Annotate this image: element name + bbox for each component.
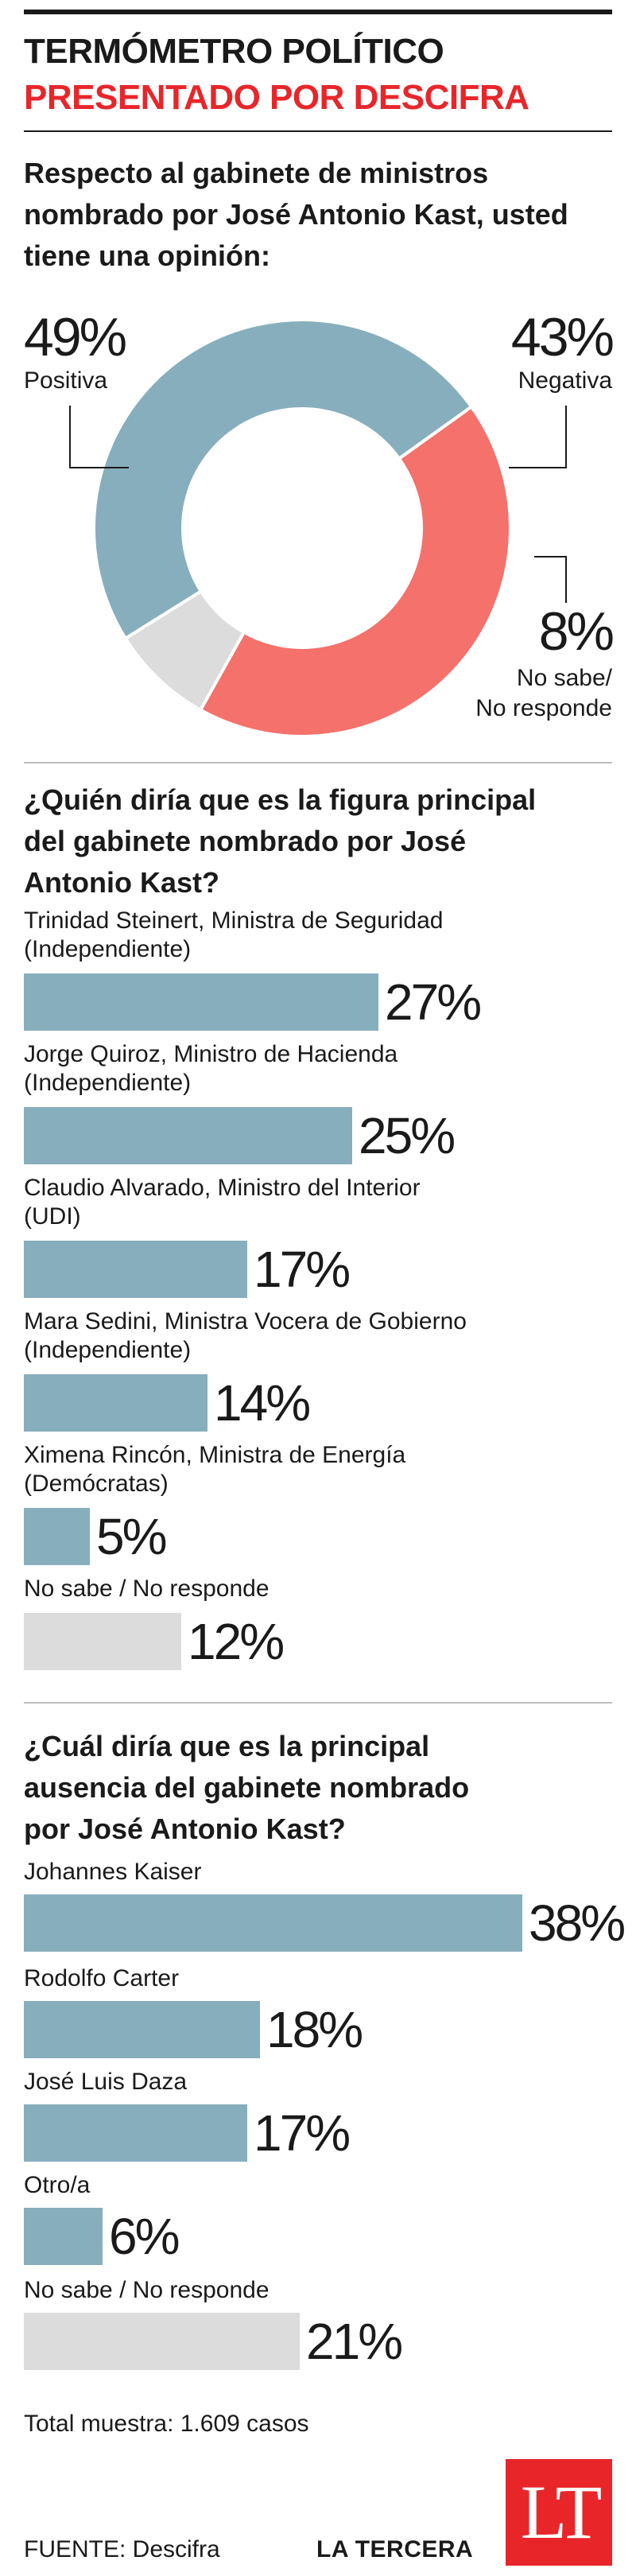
bar-otro-value: 6% — [109, 2208, 180, 2265]
bar-5-value: 5% — [96, 1508, 167, 1565]
brand-name: LA TERCERA — [316, 2536, 474, 2562]
bar-kaiser-label: Johannes Kaiser — [24, 1859, 202, 1885]
bar-4-value: 14% — [214, 1374, 311, 1432]
bar-6-value: 12% — [188, 1613, 285, 1670]
bar-daza — [24, 2104, 247, 2162]
bar-ns — [24, 2313, 300, 2370]
bar-1 — [24, 973, 378, 1031]
donut-chart-title: Respecto al gabinete de ministros nombra… — [24, 157, 568, 272]
bar-6 — [24, 1613, 181, 1670]
bar-2-value: 25% — [359, 1107, 456, 1164]
bar-carter-value: 18% — [266, 2001, 363, 2058]
bar-2 — [24, 1107, 352, 1164]
bar-daza-label: José Luis Daza — [24, 2069, 188, 2095]
leader-line-positiva — [69, 406, 129, 468]
bar-2-label: Jorge Quiroz, Ministro de Hacienda (Inde… — [24, 1041, 398, 1096]
leader-line-no-responde — [534, 556, 567, 603]
top-rule — [24, 10, 612, 14]
bar-chart-1-title: ¿Quién diría que es la figura principal … — [24, 783, 537, 899]
leader-line-negativa — [509, 406, 567, 468]
donut-label-negativa: Negativa — [518, 367, 612, 394]
bar-carter-label: Rodolfo Carter — [24, 1965, 180, 1991]
bar-3 — [24, 1241, 247, 1298]
bar-1-label: Trinidad Steinert, Ministra de Seguridad… — [24, 907, 444, 962]
section-divider — [24, 762, 612, 763]
logo-text: LT — [520, 2469, 602, 2555]
bar-kaiser-value: 38% — [529, 1894, 626, 1952]
bar-chart-2-title: ¿Cuál diría que es la principal ausencia… — [24, 1730, 470, 1845]
donut-slice-no-responde — [123, 589, 246, 713]
bar-6-label: No sabe / No responde — [24, 1576, 270, 1602]
bar-carter — [24, 2001, 260, 2058]
header-subtitle: PRESENTADO POR DESCIFRA — [24, 78, 529, 117]
bar-ns-value: 21% — [306, 2313, 403, 2370]
bar-4 — [24, 1374, 207, 1432]
la-tercera-logo: LT — [506, 2459, 612, 2566]
header-title: TERMÓMETRO POLÍTICO — [24, 32, 444, 71]
bar-otro — [24, 2208, 103, 2265]
bar-4-label: Mara Sedini, Ministra Vocera de Gobierno… — [24, 1308, 467, 1363]
donut-slice-positiva — [92, 318, 474, 641]
bar-1-value: 27% — [385, 973, 482, 1031]
donut-label-no-responde: No sabe/ No responde — [475, 665, 612, 721]
donut-pct-no-responde: 8% — [538, 601, 615, 662]
section-divider — [24, 1702, 612, 1704]
donut-pct-positiva: 49% — [24, 307, 127, 367]
sample-size: Total muestra: 1.609 casos — [24, 2411, 309, 2437]
bar-3-label: Claudio Alvarado, Ministro del Interior … — [24, 1175, 421, 1230]
donut-pct-negativa: 43% — [510, 307, 615, 367]
bar-5 — [24, 1508, 90, 1565]
bar-daza-value: 17% — [254, 2104, 351, 2162]
bar-kaiser — [24, 1894, 522, 1952]
bar-otro-label: Otro/a — [24, 2172, 91, 2198]
donut-slice-negativa — [198, 404, 512, 738]
bar-ns-label: No sabe / No responde — [24, 2277, 270, 2303]
bar-5-label: Ximena Rincón, Ministra de Energía (Demó… — [24, 1442, 406, 1497]
bar-3-value: 17% — [254, 1241, 351, 1298]
source: FUENTE: Descifra — [24, 2536, 220, 2562]
donut-label-positiva: Positiva — [24, 367, 108, 394]
header-rule — [24, 130, 612, 132]
